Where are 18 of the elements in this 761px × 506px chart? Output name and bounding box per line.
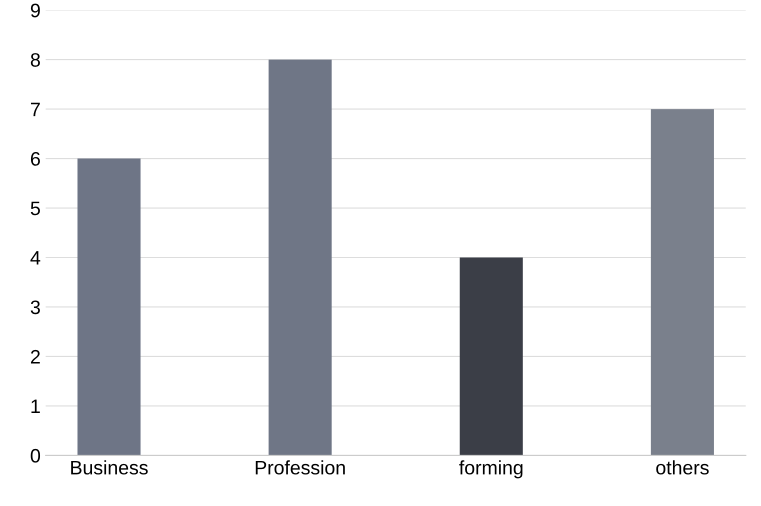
bar [77,158,141,456]
y-tick-label: 7 [30,102,40,116]
x-tick-label: others [656,460,709,475]
y-tick-label: 4 [30,251,40,265]
y-tick-label: 0 [30,448,40,463]
bar [268,60,332,456]
bar [460,258,523,456]
y-tick-label: 3 [30,300,40,314]
y-tick-label: 8 [30,53,40,67]
y-tick-label: 5 [30,202,40,216]
y-tick-label: 1 [31,400,40,413]
y-tick-label: 9 [30,4,40,18]
x-tick-label: forming [459,460,522,478]
y-tick-label: 6 [30,152,40,166]
x-tick-label: Business [71,460,148,475]
x-tick-label: Profession [256,460,345,475]
y-tick-label: 2 [30,350,40,364]
bar [650,109,714,456]
